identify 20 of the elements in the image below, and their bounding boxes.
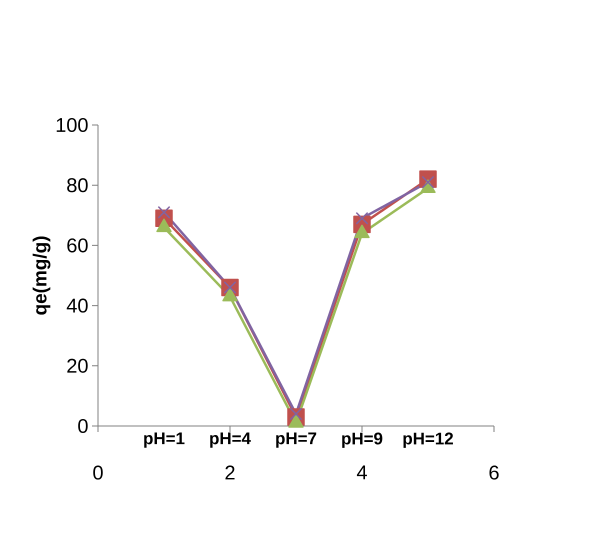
point [158,206,170,219]
x-tick-label: 2 [225,466,235,480]
text: pH=7 [276,432,316,448]
x-tick-label: 4 [356,466,367,480]
point [422,176,434,189]
point [290,408,302,420]
y-tick-label: 60 [67,238,88,252]
text: pH=9 [342,432,382,448]
y-tick-label: 20 [67,358,88,373]
y-tick-label: 40 [66,298,88,313]
text: pH=4 [210,432,251,448]
y-tick-label: 80 [67,178,88,192]
text: pH=12 [403,432,453,448]
x-tick-label: 0 [93,466,103,480]
y-tick-label: 0 [78,418,88,434]
text: pH=1 [144,432,184,448]
point [356,212,368,225]
y-tick-label: 100 [56,118,88,132]
x-tick-label: 6 [489,466,499,480]
y-axis-title: qe(mg/g) [32,236,50,315]
